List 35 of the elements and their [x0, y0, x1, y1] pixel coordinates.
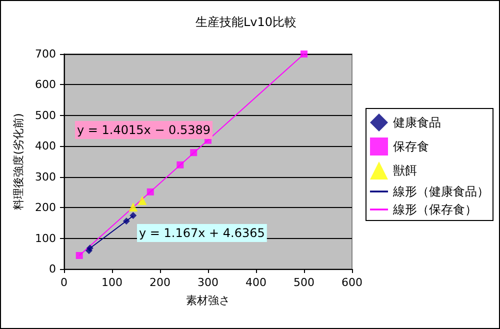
- annotation: y = 1.167x + 4.6365: [139, 226, 265, 240]
- x-tick-label: 600: [342, 276, 362, 289]
- point: [138, 196, 147, 206]
- y-tick-label: 400: [35, 140, 56, 153]
- point: [128, 202, 138, 212]
- x-tick-label: 500: [294, 276, 314, 289]
- y-tick-label: 100: [35, 232, 56, 245]
- legend-label: 獣餌: [393, 164, 417, 178]
- x-tick-label: 400: [246, 276, 266, 289]
- point: [76, 252, 83, 259]
- legend-label: 健康食品: [393, 116, 441, 130]
- point: [146, 188, 154, 196]
- x-tick-label: 300: [198, 276, 218, 289]
- y-tick-label: 200: [35, 201, 56, 214]
- point: [176, 161, 184, 168]
- point: [130, 212, 137, 220]
- point: [300, 50, 308, 58]
- x-tick-label: 0: [60, 276, 68, 289]
- y-tick-label: 600: [35, 78, 56, 92]
- legend-label: 線形（健康食品）: [392, 184, 489, 198]
- x-axis-title: 素材強さ: [186, 294, 230, 307]
- point: [190, 149, 198, 156]
- y-tick-label: 0: [49, 262, 56, 276]
- x-tick-label: 200: [150, 276, 170, 289]
- point: [86, 244, 94, 252]
- y-tick-label: 500: [35, 108, 56, 122]
- y-tick-label: 700: [35, 48, 56, 60]
- x-tick-label: 100: [102, 276, 122, 289]
- legend-label: 線形（保存食）: [392, 202, 477, 216]
- y-axis-title: 料理後強度(劣化前): [12, 113, 25, 210]
- y-tick-label: 300: [35, 170, 56, 184]
- chart-title: 生産技能Lv10比較: [195, 15, 297, 29]
- legend-label: 保存食: [393, 140, 429, 154]
- point: [122, 218, 130, 225]
- annotation: y = 1.4015x − 0.5389: [77, 123, 211, 137]
